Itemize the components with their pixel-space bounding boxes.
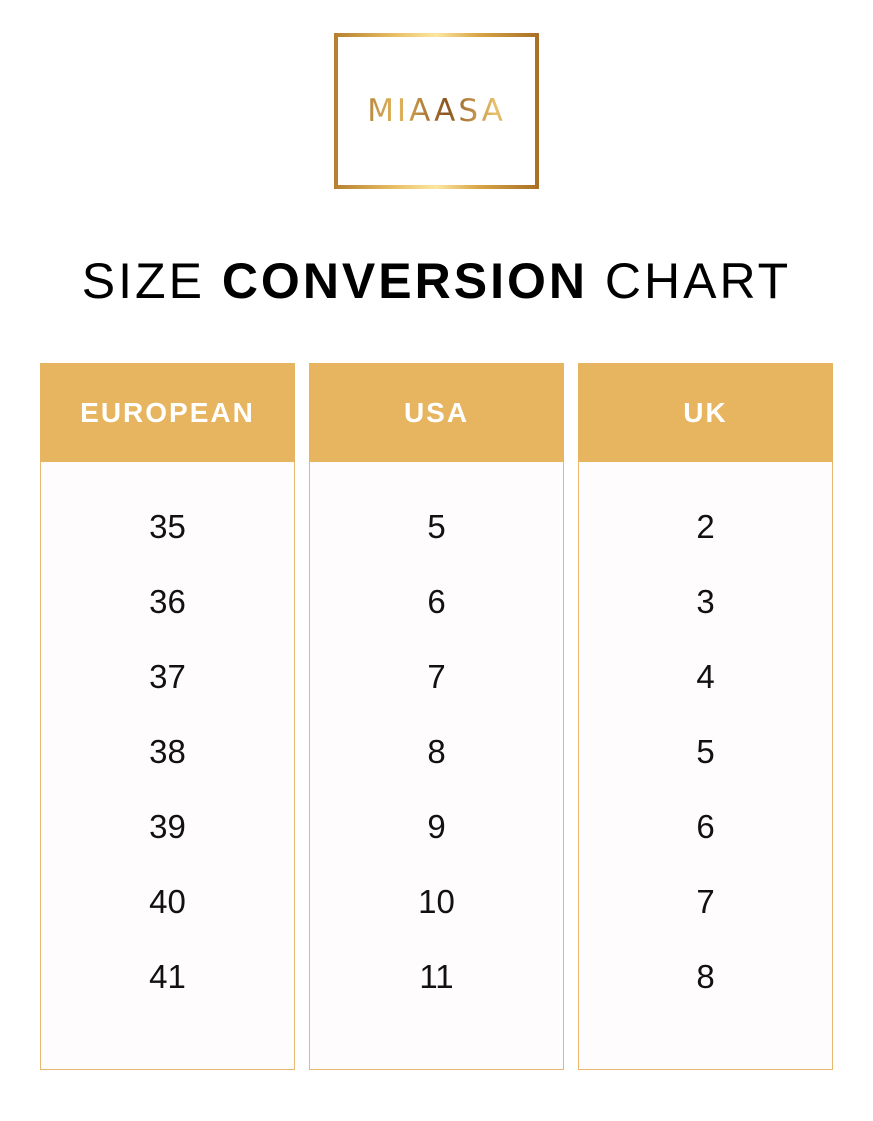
size-cell: 6 — [696, 808, 715, 845]
size-cell: 7 — [427, 658, 446, 695]
size-cell: 7 — [696, 883, 715, 920]
size-cell: 37 — [149, 658, 186, 695]
size-column-usa: USA 5 6 7 8 9 10 11 — [309, 363, 564, 1070]
title-prefix: SIZE — [81, 253, 222, 309]
column-header: UK — [578, 363, 833, 462]
size-cell: 5 — [696, 733, 715, 770]
page-title: SIZE CONVERSION CHART — [0, 252, 873, 310]
size-column-uk: UK 2 3 4 5 6 7 8 — [578, 363, 833, 1070]
size-cell: 11 — [419, 958, 454, 995]
size-cell: 8 — [427, 733, 446, 770]
size-cell: 41 — [149, 958, 186, 995]
logo-text: MIAASA — [338, 93, 535, 129]
size-column-european: EUROPEAN 35 36 37 38 39 40 41 — [40, 363, 295, 1070]
size-cell: 40 — [149, 883, 186, 920]
size-cell: 35 — [149, 508, 186, 545]
size-cell: 10 — [418, 883, 455, 920]
column-header: USA — [309, 363, 564, 462]
size-cell: 38 — [149, 733, 186, 770]
title-bold: CONVERSION — [221, 253, 588, 309]
size-cell: 8 — [696, 958, 715, 995]
title-suffix: CHART — [587, 253, 792, 309]
brand-logo: MIAASA — [334, 33, 539, 189]
size-cell: 3 — [696, 583, 715, 620]
size-cell: 36 — [149, 583, 186, 620]
size-cell: 39 — [149, 808, 186, 845]
size-cell: 4 — [696, 658, 715, 695]
column-header: EUROPEAN — [40, 363, 295, 462]
size-cell: 2 — [696, 508, 715, 545]
size-cell: 9 — [427, 808, 446, 845]
size-cell: 6 — [427, 583, 446, 620]
size-cell: 5 — [427, 508, 446, 545]
